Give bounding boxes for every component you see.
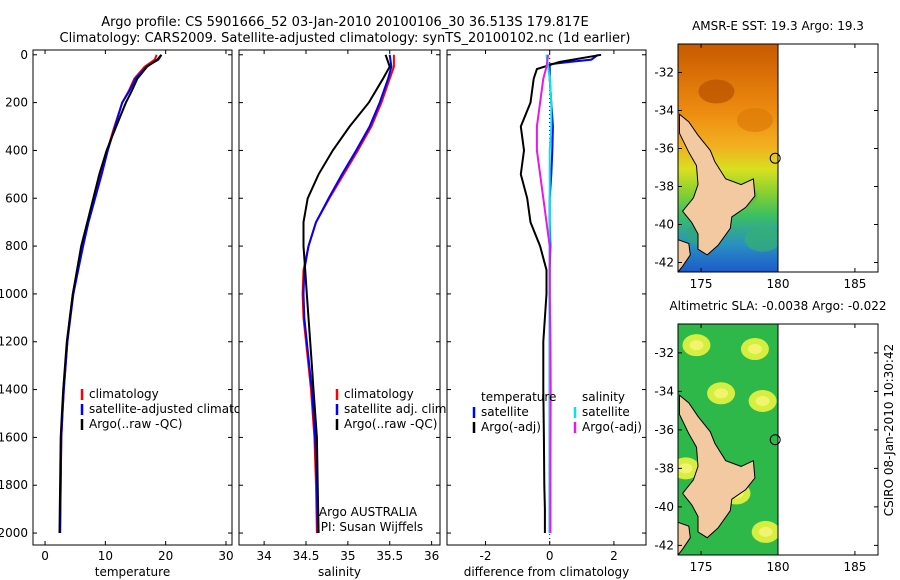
sst-patch bbox=[698, 79, 735, 104]
x-tick-label: -2 bbox=[480, 549, 492, 563]
north-island bbox=[679, 394, 756, 539]
x-tick-label: 185 bbox=[843, 560, 866, 574]
x-tick-label: 34 bbox=[256, 549, 271, 563]
y-tick-label: 400 bbox=[5, 143, 28, 157]
legend-label: Argo(..raw -QC) bbox=[89, 417, 182, 431]
argo-position-marker bbox=[769, 152, 781, 164]
x-tick-label: 0 bbox=[41, 549, 49, 563]
y-tick-label: -40 bbox=[654, 500, 674, 514]
map-title: Altimetric SLA: -0.0038 Argo: -0.022 bbox=[669, 299, 886, 313]
sla-peak-patch bbox=[755, 396, 770, 406]
y-tick-label: 1200 bbox=[0, 335, 28, 349]
x-tick-label: 0 bbox=[546, 549, 554, 563]
y-tick-label: -32 bbox=[654, 346, 674, 360]
legend-label: satellite bbox=[582, 405, 630, 419]
x-tick-label: 10 bbox=[98, 549, 113, 563]
y-tick-label: -38 bbox=[654, 180, 674, 194]
annotation-line2: PI: Susan Wijffels bbox=[321, 520, 423, 534]
x-tick-label: 175 bbox=[690, 277, 713, 291]
north-island bbox=[679, 113, 756, 256]
y-tick-label: 1600 bbox=[0, 430, 28, 444]
figure-title-line1: Argo profile: CS 5901666_52 03-Jan-2010 … bbox=[101, 15, 589, 30]
x-tick-label: 180 bbox=[767, 277, 790, 291]
x-tick-label: 30 bbox=[218, 549, 233, 563]
x-tick-label: 35 bbox=[340, 549, 355, 563]
y-tick-label: 600 bbox=[5, 191, 28, 205]
x-tick-label: 36 bbox=[424, 549, 439, 563]
salinity-panel: 34 34.5 35 35.5 36 salinity climatologysatelli… bbox=[238, 49, 450, 579]
x-tick-label: 180 bbox=[767, 560, 790, 574]
legend-label: Argo(-adj) bbox=[582, 420, 642, 434]
sla-peak-patch bbox=[689, 340, 704, 351]
y-tick-label: 0 bbox=[20, 48, 28, 62]
x-tick-label: 34.5 bbox=[293, 549, 320, 563]
sst-map-panel: AMSR-E SST: 19.3 Argo: 19.3 -32 -34 -36 -38 -… bbox=[654, 19, 879, 291]
y-tick-label: -34 bbox=[654, 384, 674, 398]
series-line bbox=[535, 54, 552, 533]
map-title: AMSR-E SST: 19.3 Argo: 19.3 bbox=[692, 19, 864, 33]
x-tick-label: 20 bbox=[158, 549, 173, 563]
legend-label: climatology bbox=[89, 387, 159, 401]
south-island bbox=[677, 239, 691, 273]
y-tick-label: 200 bbox=[5, 96, 28, 110]
x-tick-label: 2 bbox=[610, 549, 618, 563]
figure-title-line2: Climatology: CARS2009. Satellite-adjuste… bbox=[60, 31, 631, 46]
series-line bbox=[302, 54, 391, 534]
x-axis-label: temperature bbox=[95, 565, 170, 579]
series-line bbox=[302, 54, 393, 534]
y-tick-label: 2000 bbox=[0, 526, 28, 540]
sla-peak-patch bbox=[747, 344, 762, 355]
y-tick-label: -42 bbox=[654, 538, 674, 552]
south-island bbox=[677, 521, 691, 556]
y-tick-label: -40 bbox=[654, 218, 674, 232]
x-axis-label: difference from climatology bbox=[464, 565, 630, 579]
plot-frame bbox=[32, 49, 233, 546]
series-line bbox=[58, 54, 163, 534]
sla-peak-patch bbox=[714, 388, 729, 399]
sst-patch bbox=[736, 108, 773, 132]
sla-peak-patch bbox=[758, 526, 773, 537]
difference-panel: -2 0 2 difference from climatology temperatu… bbox=[446, 49, 647, 579]
legend-label: temperature bbox=[481, 390, 556, 404]
legend-label: climatology bbox=[344, 387, 414, 401]
legend-label: satellite bbox=[481, 405, 529, 419]
legend-label: satellite-adjusted climatology bbox=[89, 402, 267, 416]
csiro-timestamp: CSIRO 08-Jan-2010 10:30:42 bbox=[882, 344, 896, 516]
y-tick-label: -36 bbox=[654, 142, 674, 156]
y-tick-label: -38 bbox=[654, 461, 674, 475]
y-tick-label: 1400 bbox=[0, 383, 28, 397]
y-tick-label: -32 bbox=[654, 66, 674, 80]
x-tick-label: 185 bbox=[843, 277, 866, 291]
legend-label: Argo(..raw -QC) bbox=[344, 417, 437, 431]
temperature-panel: 0 200 400 600 800 1000 1200 1400 1600 1800 2000 0 10… bbox=[0, 48, 267, 579]
plot-frame bbox=[238, 49, 441, 546]
legend-label: Argo(-adj) bbox=[481, 420, 541, 434]
y-tick-label: -42 bbox=[654, 256, 674, 270]
legend-label: satellite adj. clim. bbox=[344, 402, 450, 416]
x-axis-label: salinity bbox=[318, 565, 361, 579]
y-tick-label: 800 bbox=[5, 239, 28, 253]
y-tick-label: 1000 bbox=[0, 287, 28, 301]
sst-patch bbox=[744, 227, 778, 252]
sla-peak-patch bbox=[678, 463, 693, 474]
series-line bbox=[519, 53, 602, 533]
x-tick-label: 175 bbox=[690, 560, 713, 574]
sla-map-panel: Altimetric SLA: -0.0038 Argo: -0.022 -32 -… bbox=[654, 299, 886, 574]
annotation-line1: Argo AUSTRALIA bbox=[319, 505, 418, 519]
y-tick-label: 1800 bbox=[0, 478, 28, 492]
x-tick-label: 35.5 bbox=[376, 549, 403, 563]
argo-position-marker bbox=[769, 434, 781, 446]
legend-label: salinity bbox=[582, 390, 625, 404]
y-tick-label: -34 bbox=[654, 104, 674, 118]
y-tick-label: -36 bbox=[654, 423, 674, 437]
